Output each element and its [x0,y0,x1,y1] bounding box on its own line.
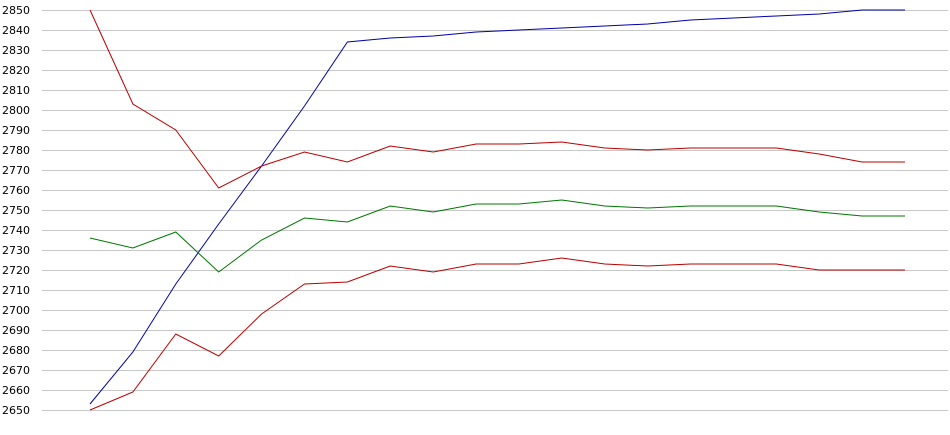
y-tick-label-2760: 2760 [2,184,30,197]
y-tick-label-2820: 2820 [2,64,30,77]
y-tick-label-2780: 2780 [2,144,30,157]
series-line-1 [89,9,905,405]
series-lines [89,9,905,411]
y-tick-label-2680: 2680 [2,344,30,357]
y-tick-label-2730: 2730 [2,244,30,257]
grid-lines [42,10,948,411]
y-tick-label-2670: 2670 [2,364,30,377]
y-tick-label-2700: 2700 [2,304,30,317]
y-tick-label-2710: 2710 [2,284,30,297]
y-tick-label-2840: 2840 [2,24,30,37]
y-tick-label-2830: 2830 [2,44,30,57]
y-tick-label-2850: 2850 [2,4,30,17]
y-axis-ticks: 2650 2660 2670 2680 2690 2700 2710 2720 2730 2740… [2,4,30,417]
y-tick-label-2790: 2790 [2,124,30,137]
series-line-2 [89,9,905,189]
series-line-4 [89,257,905,411]
y-tick-label-2810: 2810 [2,84,30,97]
y-tick-label-2740: 2740 [2,224,30,237]
y-tick-label-2650: 2650 [2,404,30,417]
y-tick-label-2660: 2660 [2,384,30,397]
series-line-3 [89,199,905,273]
y-tick-label-2750: 2750 [2,204,30,217]
y-tick-label-2690: 2690 [2,324,30,337]
y-tick-label-2720: 2720 [2,264,30,277]
y-tick-label-2770: 2770 [2,164,30,177]
y-tick-label-2800: 2800 [2,104,30,117]
